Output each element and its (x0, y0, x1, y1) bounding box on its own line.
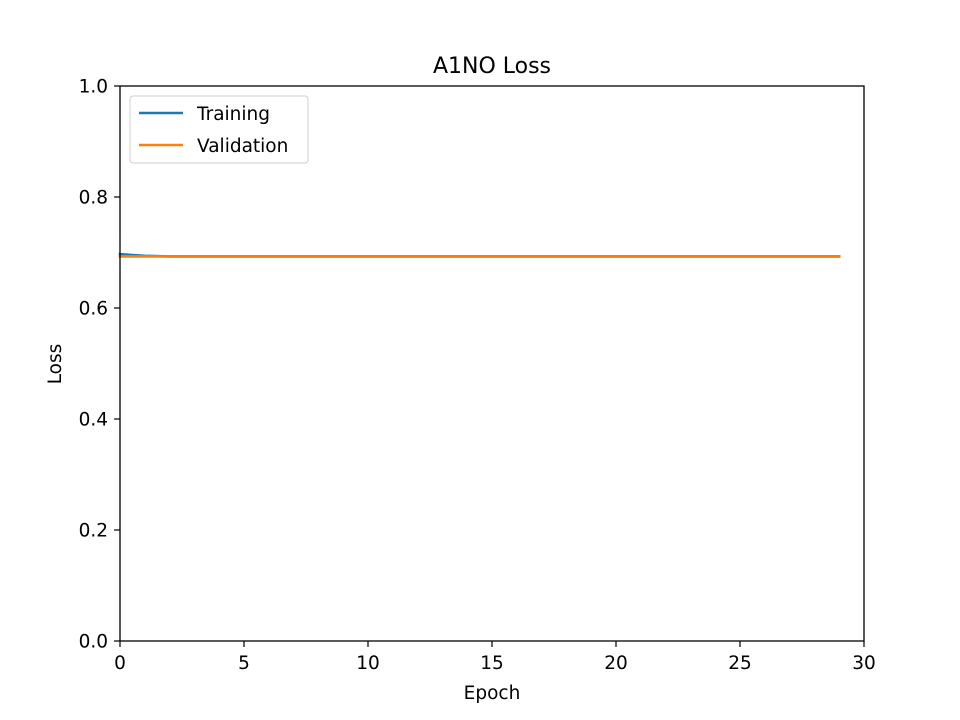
y-axis-label: Loss (45, 344, 66, 385)
y-tick-label: 0.2 (79, 521, 108, 542)
x-tick-label: 20 (604, 653, 628, 674)
x-tick-label: 30 (852, 653, 876, 674)
y-tick-label: 0.4 (79, 410, 108, 431)
y-tick-label: 0.8 (79, 188, 108, 209)
x-axis: 0 5 10 15 20 25 30 (114, 641, 876, 674)
legend: Training Validation (129, 95, 309, 164)
x-tick-label: 25 (728, 653, 752, 674)
x-tick-label: 15 (480, 653, 504, 674)
chart-title: A1NO Loss (433, 54, 551, 79)
y-tick-label: 0.6 (79, 299, 108, 320)
legend-label-validation: Validation (197, 136, 288, 157)
x-tick-label: 0 (114, 653, 126, 674)
y-axis: 0.0 0.2 0.4 0.6 0.8 1.0 (79, 77, 120, 653)
y-tick-label: 1.0 (79, 77, 108, 98)
legend-label-training: Training (196, 104, 270, 125)
series-layer (118, 252, 841, 258)
y-tick-label: 0.0 (79, 632, 108, 653)
x-axis-label: Epoch (464, 683, 521, 704)
x-tick-label: 5 (238, 653, 250, 674)
x-tick-label: 10 (356, 653, 380, 674)
